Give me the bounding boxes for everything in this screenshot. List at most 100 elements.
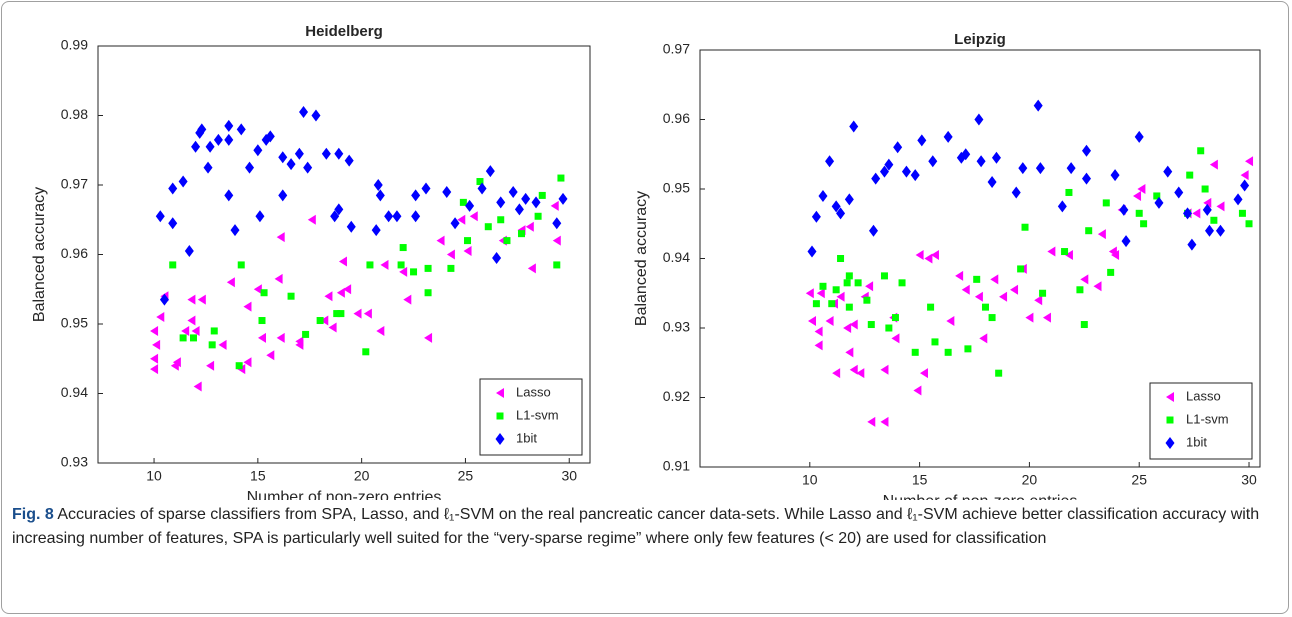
point: [150, 325, 159, 336]
point: [1085, 227, 1093, 235]
point: [197, 294, 206, 305]
point: [915, 250, 924, 261]
point: [1210, 216, 1218, 224]
point: [836, 207, 846, 220]
legend-label: L1-svm: [1186, 411, 1229, 426]
legend-marker: [495, 433, 505, 445]
point: [193, 381, 202, 392]
point: [552, 235, 561, 246]
point: [1033, 99, 1043, 112]
point: [856, 368, 865, 379]
point: [150, 364, 159, 375]
point: [484, 223, 492, 231]
point: [1186, 171, 1194, 179]
point: [168, 217, 178, 230]
point: [255, 210, 265, 223]
point: [328, 322, 337, 333]
point: [1082, 172, 1092, 185]
point: [253, 284, 262, 295]
chart-title: Heidelberg: [305, 23, 383, 40]
point: [1093, 281, 1102, 292]
y-tick-label: 0.98: [61, 106, 88, 122]
point: [330, 210, 340, 223]
point: [1057, 200, 1067, 213]
point: [1204, 224, 1214, 237]
y-tick-label: 0.95: [61, 315, 88, 331]
point: [1137, 184, 1146, 194]
point: [955, 270, 964, 281]
point: [302, 330, 310, 338]
point: [1010, 284, 1019, 295]
point: [1035, 162, 1045, 175]
point: [990, 274, 999, 285]
point: [436, 235, 445, 246]
point: [946, 316, 955, 327]
point: [218, 339, 227, 350]
point: [836, 291, 845, 302]
point: [1076, 286, 1084, 294]
x-tick-label: 25: [1131, 472, 1147, 488]
x-axis-label: Number of non-zero entries: [883, 493, 1078, 500]
point: [1080, 321, 1088, 329]
point: [961, 148, 971, 161]
point: [1082, 144, 1092, 157]
legend-marker: [1166, 416, 1174, 424]
point: [973, 275, 981, 283]
point: [825, 316, 834, 327]
point: [1240, 170, 1249, 181]
point: [375, 189, 385, 202]
point: [974, 113, 984, 126]
point: [287, 292, 295, 300]
point: [1061, 248, 1069, 256]
point: [399, 244, 407, 252]
point: [150, 353, 159, 364]
point: [920, 368, 928, 379]
point: [213, 133, 223, 146]
charts: 10 15 20 25 30 0.93 0.94 0.95 0.96 0.97 0.98 0.99 He…: [31, 23, 1261, 500]
point: [924, 253, 933, 264]
point: [403, 294, 412, 305]
point: [1135, 209, 1143, 217]
point: [1025, 312, 1034, 323]
point: [286, 158, 296, 171]
point: [987, 176, 997, 189]
point: [336, 287, 345, 298]
point: [265, 130, 275, 143]
point: [1134, 130, 1144, 143]
point: [276, 232, 285, 243]
point: [885, 324, 893, 332]
point: [831, 200, 841, 213]
point: [179, 334, 187, 342]
point: [1102, 199, 1110, 207]
y-tick-label: 0.93: [663, 319, 690, 335]
point: [299, 106, 309, 119]
point: [1039, 289, 1047, 297]
point: [384, 210, 394, 223]
point: [303, 161, 313, 174]
x-tick-label: 10: [146, 468, 162, 484]
point: [410, 268, 418, 276]
point: [324, 291, 333, 302]
point: [337, 310, 345, 318]
point: [1209, 159, 1218, 170]
point: [469, 211, 478, 222]
point: [184, 245, 194, 258]
point: [1153, 192, 1161, 200]
point: [450, 217, 460, 230]
point: [1202, 203, 1212, 216]
point: [1187, 238, 1197, 251]
point: [236, 123, 246, 136]
point: [832, 368, 841, 379]
point: [814, 340, 823, 351]
point: [191, 140, 201, 153]
point: [334, 147, 344, 160]
point: [373, 179, 383, 191]
point: [446, 249, 455, 260]
point: [527, 263, 536, 274]
point: [187, 294, 196, 305]
point: [844, 193, 854, 206]
point: [380, 259, 389, 270]
point: [485, 165, 495, 178]
point: [333, 310, 341, 318]
point: [424, 332, 433, 343]
